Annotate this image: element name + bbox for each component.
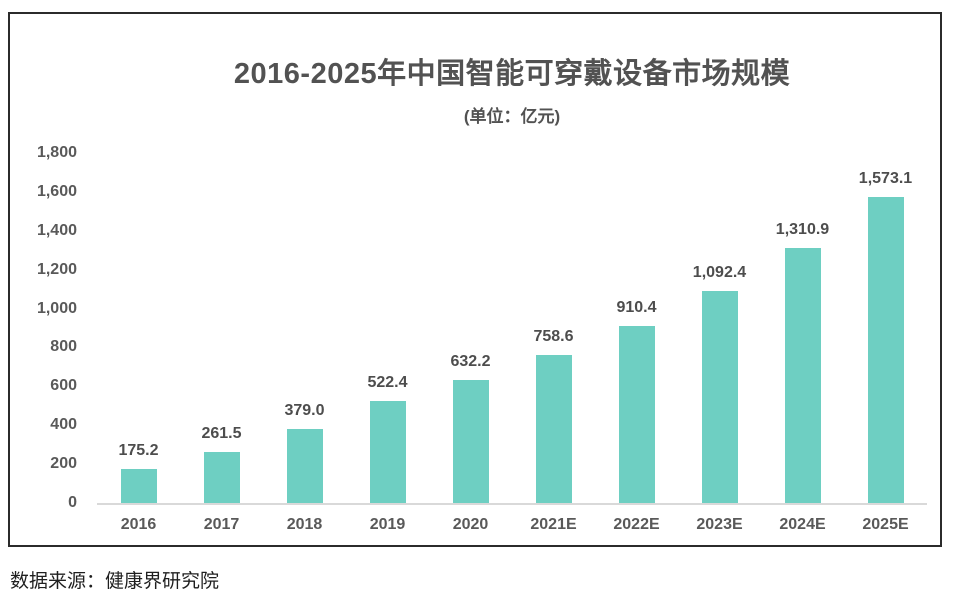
bar-value-label: 1,310.9 bbox=[775, 221, 830, 239]
y-tick-label: 1,600 bbox=[36, 182, 77, 200]
y-tick-label: 0 bbox=[68, 494, 77, 511]
bar bbox=[535, 355, 572, 503]
bar bbox=[618, 325, 655, 503]
x-tick-label: 2016 bbox=[120, 516, 157, 533]
bar-value-label: 1,092.4 bbox=[692, 263, 747, 281]
bar bbox=[784, 248, 821, 503]
y-tick-label: 1,200 bbox=[36, 260, 77, 278]
y-tick-label: 1,400 bbox=[36, 221, 77, 239]
bar-value-label: 910.4 bbox=[616, 298, 657, 316]
x-tick-label: 2021E bbox=[530, 516, 577, 533]
y-tick-label: 200 bbox=[50, 455, 77, 473]
bar bbox=[203, 452, 240, 503]
bar-value-label: 522.4 bbox=[367, 374, 408, 392]
bar-value-label: 261.5 bbox=[201, 425, 242, 443]
bar-value-label: 379.0 bbox=[284, 402, 325, 420]
x-tick-label: 2024E bbox=[779, 516, 826, 533]
bar bbox=[701, 290, 738, 503]
chart-title: 2016-2025年中国智能可穿戴设备市场规模 bbox=[233, 58, 791, 90]
chart-subtitle: (单位：亿元) bbox=[463, 107, 561, 126]
x-tick-label: 2023E bbox=[696, 516, 743, 533]
x-tick-label: 2017 bbox=[203, 516, 240, 533]
chart-frame: 2016-2025年中国智能可穿戴设备市场规模 (单位：亿元) 0 200 400 6… bbox=[8, 12, 942, 547]
x-tick-label: 2020 bbox=[452, 516, 489, 533]
bar bbox=[120, 468, 157, 503]
bar-value-label: 758.6 bbox=[533, 328, 574, 346]
bar-value-label: 632.2 bbox=[450, 353, 491, 371]
x-tick-label: 2018 bbox=[286, 516, 323, 533]
bar-value-label: 1,573.1 bbox=[858, 170, 913, 188]
plot-area: 0 200 400 600 800 1,000 1,200 1,400 1,600 1,800 17… bbox=[10, 14, 944, 549]
y-tick-label: 1,000 bbox=[36, 299, 77, 317]
y-tick-label: 600 bbox=[50, 377, 77, 395]
y-tick-label: 400 bbox=[50, 416, 77, 434]
x-tick-label: 2022E bbox=[613, 516, 660, 533]
bar bbox=[369, 401, 406, 503]
y-tick-label: 1,800 bbox=[36, 144, 77, 161]
bar-value-label: 175.2 bbox=[118, 441, 159, 459]
x-tick-label: 2025E bbox=[862, 516, 909, 533]
x-tick-label: 2019 bbox=[369, 516, 406, 533]
bar bbox=[286, 429, 323, 503]
bar bbox=[452, 380, 489, 503]
y-tick-label: 800 bbox=[50, 338, 77, 356]
x-axis-line bbox=[97, 503, 927, 505]
source-note: 数据来源：健康界研究院 bbox=[10, 571, 220, 592]
bar bbox=[867, 197, 904, 503]
